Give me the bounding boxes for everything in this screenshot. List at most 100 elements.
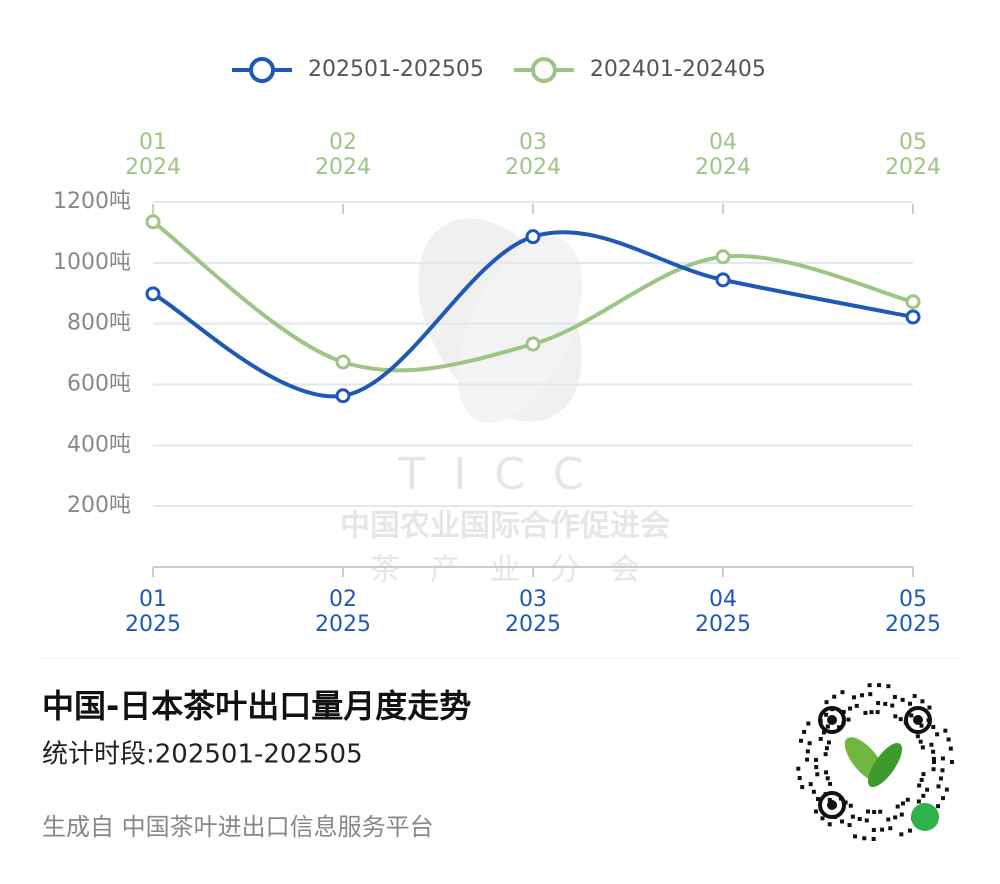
qr-dot [940,796,945,801]
data-point [335,354,351,370]
data-point [145,286,161,302]
qr-dot [878,809,883,814]
qr-dot [875,710,880,715]
x-tick-label: 05 [899,587,927,612]
qr-dot [940,756,945,761]
footer-source: 生成自 中国茶叶进出口信息服务平台 [42,813,434,841]
qr-dot [866,809,871,814]
qr-finder [827,800,837,810]
qr-dot [909,713,914,718]
qr-finder [904,706,932,734]
qr-dot [929,742,934,747]
y-tick-label: 800吨 [67,311,131,336]
qr-dot [820,816,825,821]
qr-dot [811,789,816,794]
qr-dot [920,745,925,750]
x-tick-label: 05 [899,130,927,155]
qr-dot [916,799,921,804]
data-point [715,272,731,288]
qr-dot [900,697,905,702]
qr-dot [846,717,851,722]
qr-dot [918,739,923,744]
qr-dot [895,804,900,809]
qr-dot [919,777,924,782]
qr-dot [917,783,922,788]
qr-dot [860,693,865,698]
x-tick-label: 2025 [125,612,181,637]
qr-dot [826,740,831,745]
qr-dot [824,746,829,751]
qr-dot [827,822,832,827]
qr-dot [796,766,801,771]
qr-dot [921,772,926,777]
qr-finder [818,706,846,734]
qr-dot [814,809,819,814]
qr-dot [871,827,876,832]
x-tick-label: 02 [329,130,357,155]
legend-marker [530,57,557,83]
x-tick-label: 2025 [505,612,561,637]
qr-dot [840,690,845,695]
watermark-logo: TICC [397,449,611,500]
qr-dot [936,804,941,809]
qr-dot [805,757,810,762]
qr-dot [921,793,926,798]
qr-dot [840,819,845,824]
qr-dot [908,701,913,706]
watermark-text: 茶 产 业 分 会 [370,553,640,588]
watermark-leaf [458,236,582,424]
qr-finder [818,791,846,819]
x-tick-label: 01 [139,587,167,612]
x-tick-label: 01 [139,130,167,155]
x-tick-label: 04 [709,587,737,612]
x-tick-label: 2024 [505,155,561,180]
qr-dot [905,797,910,802]
qr-dot [920,699,925,704]
qr-dot [847,823,852,828]
qr-dot [890,703,895,708]
qr-dot [818,736,823,741]
qr-dot [931,724,936,729]
qr-dot [931,749,936,754]
series-line [152,230,914,399]
data-point [905,294,921,310]
qr-finder [827,715,837,725]
qr-dot [814,757,819,762]
qr-dot [886,684,891,689]
qr-dot [871,836,876,841]
qr-dot [898,717,903,722]
x-tick-label: 2024 [125,155,181,180]
qr-dot [800,785,805,790]
data-point [145,214,161,230]
qr-dot [872,809,877,814]
qr-dot [814,765,819,770]
qr-dot [824,770,829,775]
qr-dot [940,768,945,773]
y-tick-label: 1000吨 [53,250,131,275]
qr-dot [927,705,932,710]
qr-dot [893,815,898,820]
x-tick-label: 04 [709,130,737,155]
y-tick-label: 200吨 [67,493,131,518]
x-tick-label: 03 [519,587,547,612]
x-tick-label: 2025 [695,612,751,637]
qr-dot [877,683,882,688]
qr-dot [850,814,855,819]
x-tick-label: 2024 [315,155,371,180]
qr-code [795,682,955,842]
qr-dot [868,692,873,697]
qr-dot [948,746,953,751]
qr-dot [815,797,820,802]
qr-dot [869,710,874,715]
data-point [905,309,921,325]
qr-dot [950,760,954,764]
qr-dot [797,776,802,781]
qr-dot [827,797,832,802]
qr-badge [911,803,939,831]
qr-dot [931,756,936,761]
x-tick-label: 2024 [885,155,941,180]
qr-dot [823,752,828,757]
qr-leaf [867,742,903,788]
qr-dot [880,827,885,832]
